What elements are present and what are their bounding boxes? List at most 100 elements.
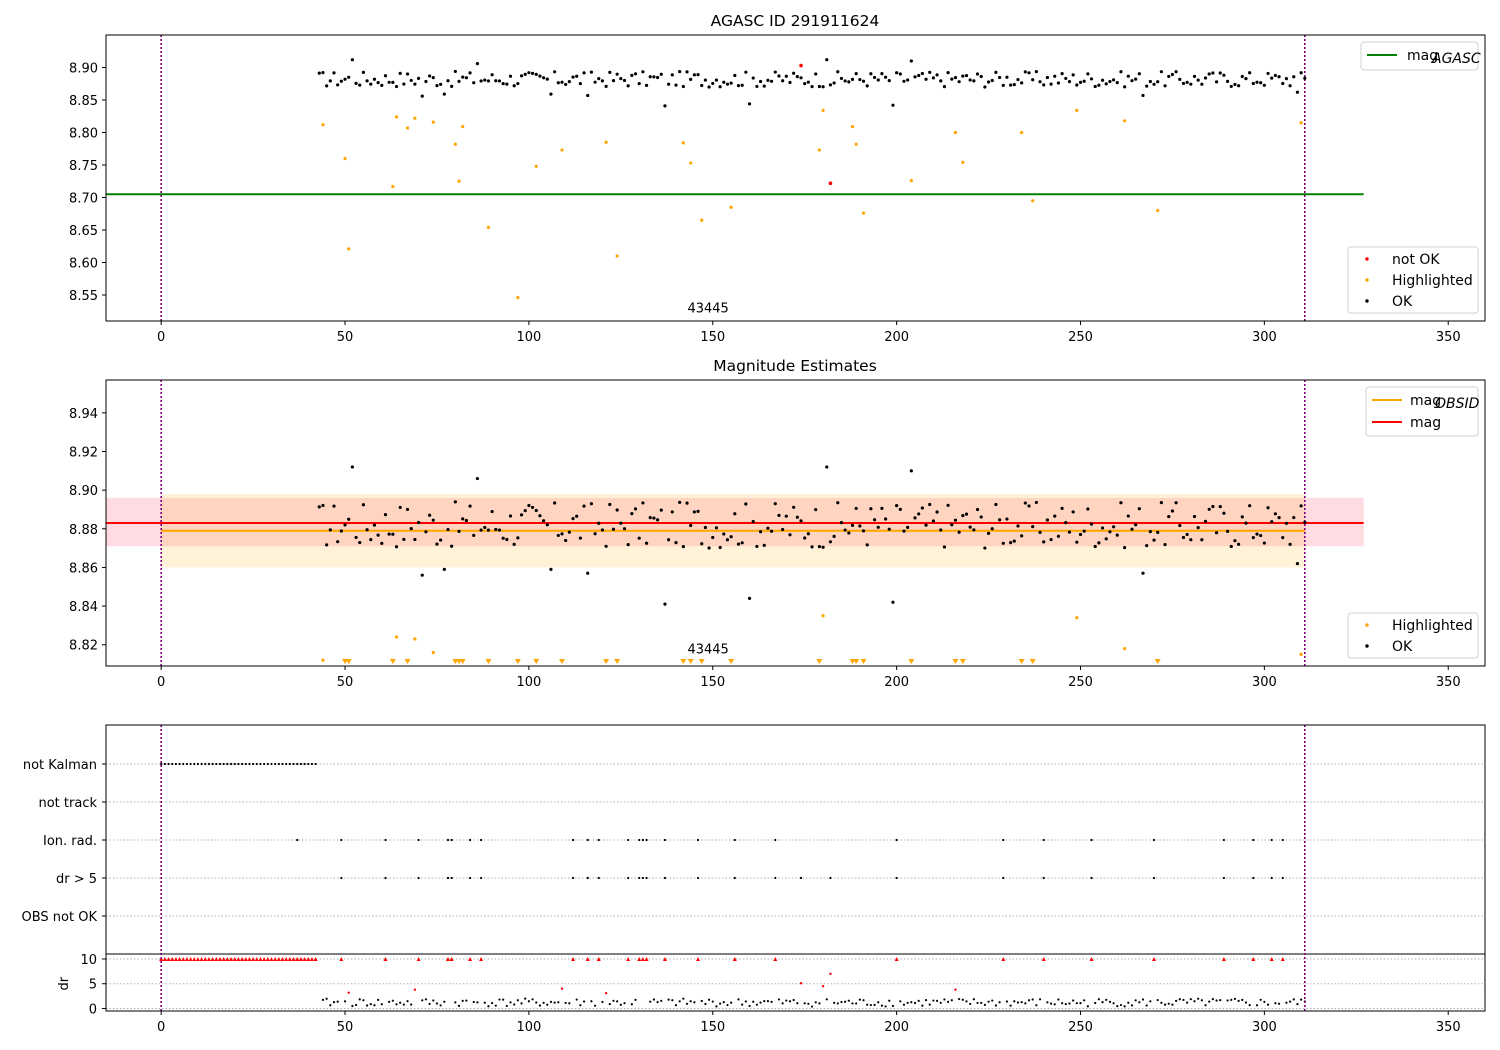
- ok-point: [854, 506, 858, 511]
- offscale-marker: [952, 659, 959, 664]
- x-tick-label: 150: [700, 1020, 725, 1035]
- dr-point: [461, 999, 464, 1002]
- dr-clipped-marker: [313, 956, 318, 961]
- dr-point: [700, 999, 703, 1003]
- ok-point: [468, 71, 472, 75]
- offscale-marker: [1154, 659, 1161, 664]
- dr-clipped-marker: [170, 956, 175, 961]
- dr-point: [921, 1004, 924, 1007]
- ok-point: [1259, 81, 1263, 85]
- ok-point: [1023, 70, 1027, 74]
- offscale-marker: [728, 659, 735, 664]
- ok-point: [674, 541, 678, 545]
- x-tick-label: 150: [700, 675, 725, 690]
- ok-point: [714, 78, 719, 82]
- ok-point: [667, 538, 671, 542]
- ok-point: [1115, 533, 1119, 537]
- dr-point: [524, 997, 527, 1000]
- ok-point: [825, 465, 829, 469]
- ok-point: [994, 502, 998, 507]
- not-kalman-flag: [248, 762, 251, 766]
- magnitude-plot-area: 8.82 8.84 8.86 8.88 8.90 8.92 8.94 0 50 100 150 200…: [69, 380, 1461, 690]
- ok-point: [394, 545, 399, 549]
- ok-point: [553, 501, 557, 505]
- dr-clipped-marker: [225, 956, 230, 961]
- ok-point: [497, 528, 502, 532]
- dr-point: [465, 999, 468, 1002]
- dr-point: [1027, 999, 1031, 1002]
- ok-point: [1071, 73, 1075, 77]
- ok-point: [545, 77, 549, 81]
- dr-point: [1046, 1001, 1049, 1004]
- ok-point: [1200, 538, 1204, 542]
- dr-point: [1064, 1002, 1067, 1006]
- dr-point: [972, 998, 975, 1001]
- flag-row-label: OBS not OK: [22, 910, 98, 925]
- ion-rad-flag: [597, 838, 600, 842]
- not-kalman-flag: [285, 762, 288, 766]
- dr-point: [1204, 1004, 1207, 1007]
- ok-point: [457, 79, 461, 83]
- dr-point: [788, 1000, 792, 1003]
- ok-point: [608, 502, 612, 507]
- dr-clipped-marker: [269, 956, 274, 961]
- ok-point: [553, 70, 557, 74]
- dr-point: [685, 1002, 689, 1005]
- ok-point: [792, 71, 796, 75]
- ok-point: [909, 59, 913, 63]
- ok-point: [722, 80, 726, 84]
- ok-point: [490, 509, 494, 514]
- ok-point: [1038, 80, 1042, 84]
- ok-point: [946, 71, 950, 75]
- dr-clipped-marker: [166, 956, 171, 961]
- ok-point: [972, 79, 976, 83]
- ok-point: [1119, 501, 1123, 505]
- dr-point: [998, 1001, 1001, 1004]
- ok-point: [920, 506, 924, 510]
- offscale-marker: [614, 659, 621, 664]
- ok-point: [729, 535, 733, 539]
- ok-point: [490, 73, 494, 77]
- ok-point: [953, 518, 958, 522]
- ok-point: [527, 71, 531, 75]
- dr-clipped-marker: [192, 956, 197, 961]
- ok-point: [773, 502, 777, 506]
- ok-point: [527, 503, 531, 508]
- ok-point: [861, 79, 866, 83]
- ok-point: [975, 507, 980, 512]
- dr-point: [693, 1001, 696, 1004]
- dr-point: [707, 998, 711, 1001]
- ok-point: [1196, 526, 1200, 530]
- ok-point: [416, 76, 421, 80]
- dr-point: [1079, 1002, 1082, 1005]
- ok-point: [1049, 82, 1053, 86]
- dr-clipped-marker: [626, 956, 631, 961]
- dr-high-point: [799, 982, 803, 985]
- ok-point: [1292, 75, 1296, 79]
- dr-point: [568, 1002, 571, 1005]
- legend-box: [1360, 41, 1479, 71]
- ok-point: [1115, 81, 1119, 85]
- dr-high-point: [604, 991, 608, 995]
- x-tick-label: 150: [700, 330, 725, 345]
- dr-point: [332, 1001, 336, 1004]
- highlighted-point: [391, 184, 395, 189]
- offscale-marker: [680, 659, 687, 664]
- ok-point: [1178, 523, 1182, 528]
- dr-point: [476, 1001, 479, 1004]
- ok-point: [898, 72, 902, 76]
- dr-point: [781, 1002, 784, 1005]
- ok-point: [733, 512, 737, 516]
- dr-gt-5-flag: [638, 876, 641, 880]
- ok-point: [876, 525, 880, 529]
- x-tick-label: 200: [884, 1020, 909, 1035]
- ok-point: [575, 514, 579, 518]
- highlighted-point: [461, 125, 465, 129]
- not-kalman-flag: [244, 762, 247, 766]
- not-kalman-flag: [240, 762, 244, 766]
- legend-point-label: Highlighted: [1392, 273, 1473, 289]
- ok-point: [714, 526, 719, 530]
- ok-point: [703, 78, 708, 82]
- highlighted-point: [953, 130, 958, 135]
